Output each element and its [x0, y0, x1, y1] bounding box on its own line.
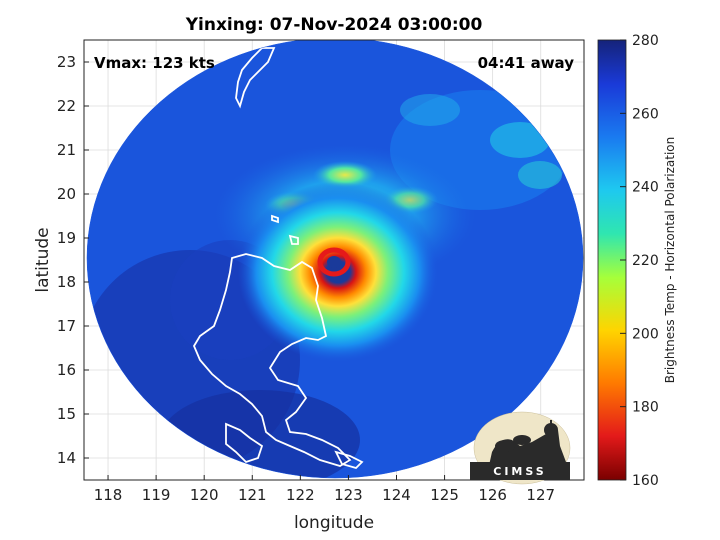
y-tick-label: 23 — [57, 53, 76, 71]
colorbar-ticks: 160 180 200 220 240 260 280 — [620, 33, 659, 489]
vmax-annotation: Vmax: 123 kts — [94, 54, 215, 72]
x-tick-label: 118 — [94, 486, 123, 504]
plot-frame — [83, 39, 585, 481]
y-tick-label: 14 — [57, 449, 76, 467]
x-tick-label: 126 — [478, 486, 507, 504]
colorbar-tick-label: 280 — [632, 33, 659, 49]
coastline — [192, 47, 364, 472]
colorbar-tick-label: 220 — [632, 253, 659, 269]
time-away-annotation: 04:41 away — [478, 54, 575, 72]
y-tick-label: 20 — [57, 185, 76, 203]
colorbar-tick-label: 240 — [632, 180, 659, 196]
logo-text: CIMSS — [493, 465, 546, 478]
y-axis-label: latitude — [33, 227, 53, 292]
y-tick-label: 15 — [57, 405, 76, 423]
microwave-swath — [87, 40, 583, 478]
y-tick-label: 21 — [57, 141, 76, 159]
y-tick-label: 19 — [57, 229, 76, 247]
y-axis-ticks: 14 15 16 17 18 19 20 21 22 23 — [57, 53, 89, 467]
y-tick-label: 18 — [57, 273, 76, 291]
x-tick-label: 119 — [142, 486, 171, 504]
cimss-logo: CIMSS — [470, 411, 571, 485]
x-tick-label: 123 — [334, 486, 363, 504]
colorbar-tick-label: 200 — [632, 326, 659, 342]
x-tick-label: 127 — [526, 486, 555, 504]
y-tick-label: 17 — [57, 317, 76, 335]
x-axis-label: longitude — [294, 513, 374, 533]
colorbar-tick-label: 260 — [632, 106, 659, 122]
colorbar-tick-label: 180 — [632, 400, 659, 416]
x-tick-label: 125 — [430, 486, 459, 504]
colorbar-tick-label: 160 — [632, 473, 659, 489]
x-tick-label: 121 — [238, 486, 267, 504]
x-tick-label: 122 — [286, 486, 315, 504]
colorbar-label: Brightness Temp - Horizontal Polarizatio… — [663, 137, 677, 384]
x-axis-ticks: 118 119 120 121 122 123 124 125 126 127 — [94, 475, 555, 504]
x-tick-label: 124 — [382, 486, 411, 504]
chart-title: Yinxing: 07-Nov-2024 03:00:00 — [185, 15, 483, 35]
y-tick-label: 22 — [57, 97, 76, 115]
y-tick-label: 16 — [57, 361, 76, 379]
x-tick-label: 120 — [190, 486, 219, 504]
